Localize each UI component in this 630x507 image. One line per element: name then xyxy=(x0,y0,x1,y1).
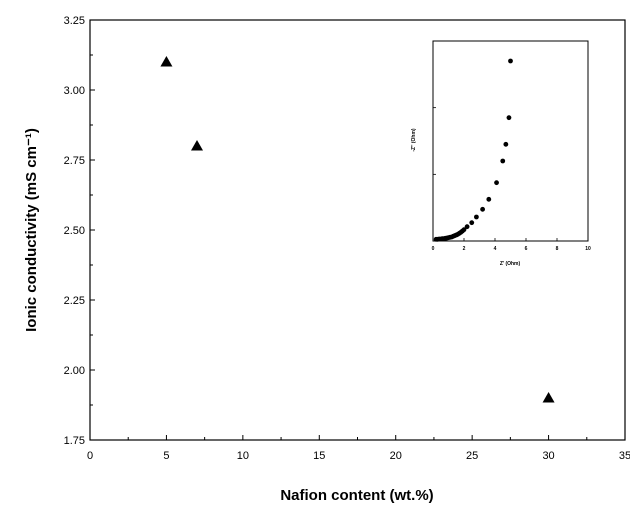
x-axis-ticks: 0 5 10 15 20 25 30 35 xyxy=(87,435,630,462)
inset-x-tick-label: 8 xyxy=(556,246,559,252)
inset-x-tick-label: 4 xyxy=(494,246,497,252)
x-tick-label: 30 xyxy=(542,450,554,462)
inset-data-point xyxy=(500,158,506,164)
x-tick-label: 0 xyxy=(87,450,93,462)
y-tick-label: 3.00 xyxy=(64,85,85,97)
inset-x-tick-label: 6 xyxy=(525,246,528,252)
data-point-triangle xyxy=(542,392,555,403)
y-tick-label: 2.00 xyxy=(64,365,85,377)
x-axis-title: Nafion content (wt.%) xyxy=(280,487,433,504)
y-tick-label: 2.50 xyxy=(64,225,85,237)
y-tick-label: 2.75 xyxy=(64,155,85,167)
y-tick-label: 3.25 xyxy=(64,15,85,27)
inset-data-point xyxy=(508,58,513,64)
x-tick-label: 10 xyxy=(237,450,249,462)
inset-data-point xyxy=(469,220,475,226)
x-tick-label: 5 xyxy=(163,450,169,462)
inset-x-axis-ticks: 0 2 4 6 8 10 xyxy=(432,238,591,252)
x-tick-label: 15 xyxy=(313,450,325,462)
inset-data-points xyxy=(433,58,513,242)
inset-x-tick-label: 10 xyxy=(585,246,591,252)
inset-data-point xyxy=(474,214,479,220)
inset-data-point xyxy=(506,115,512,121)
y-axis-title: Ionic conductivity (mS cm⁻¹) xyxy=(23,128,40,332)
data-point-triangle xyxy=(191,140,203,151)
y-axis-ticks: 1.75 2.00 2.25 2.50 2.75 3.00 3.25 xyxy=(64,15,95,447)
main-plot: 0 5 10 15 20 25 30 35 1.752.002.252.502.753.003… xyxy=(23,15,630,504)
x-tick-label: 25 xyxy=(466,450,478,462)
inset-x-tick-label: 0 xyxy=(432,246,435,252)
inset-x-axis-title: Z' (Ohm) xyxy=(500,261,521,267)
inset-data-point xyxy=(486,196,492,202)
inset-data-point xyxy=(480,206,485,212)
y-tick-label: 1.75 xyxy=(64,435,85,447)
inset-plot-frame xyxy=(432,40,589,242)
y-tick-label: 2.25 xyxy=(64,295,85,307)
x-tick-label: 35 xyxy=(619,450,630,462)
inset-data-point xyxy=(464,224,470,230)
inset-y-axis-title: -Z'' (Ohm) xyxy=(411,128,417,152)
inset-data-point xyxy=(494,180,499,186)
data-point-triangle xyxy=(160,56,173,67)
inset-data-point xyxy=(461,227,467,233)
x-tick-label: 20 xyxy=(390,450,402,462)
inset-nyquist-plot: 0 2 4 6 8 10 Z' (Ohm) -Z'' (Ohm) xyxy=(411,40,591,267)
data-points xyxy=(160,56,555,403)
inset-x-tick-label: 2 xyxy=(463,246,466,252)
inset-data-point xyxy=(503,141,509,147)
